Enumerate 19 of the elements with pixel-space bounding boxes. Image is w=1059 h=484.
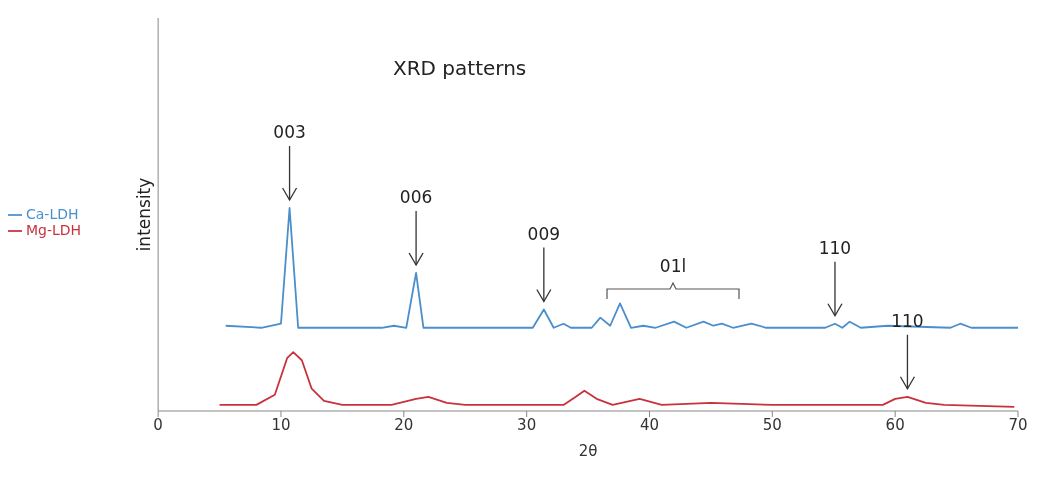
x-tick-label: 10 [271, 415, 291, 434]
annotation: 006 [399, 186, 433, 207]
x-tick-label: 30 [517, 415, 537, 434]
chart-title: XRD patterns [393, 56, 527, 80]
annotation: 01l [658, 256, 688, 276]
x-tick-label: 0 [153, 415, 163, 434]
annotation: 003 [273, 122, 306, 142]
annotation: 110 [818, 237, 852, 258]
x-tick-label: 70 [1008, 415, 1028, 434]
x-tick-label: 20 [394, 415, 414, 434]
x-tick-label: 40 [639, 415, 660, 434]
x-axis-title: 2θ [578, 442, 598, 460]
annotation: 110 [891, 310, 924, 331]
x-tick-label: 50 [762, 415, 782, 434]
annotation: 009 [527, 223, 561, 244]
y-axis-title: intensity [134, 177, 155, 252]
x-tick-label: 60 [885, 415, 905, 434]
legend-label: Mg-LDH [26, 222, 82, 238]
legend-label: Ca-LDH [26, 206, 79, 222]
